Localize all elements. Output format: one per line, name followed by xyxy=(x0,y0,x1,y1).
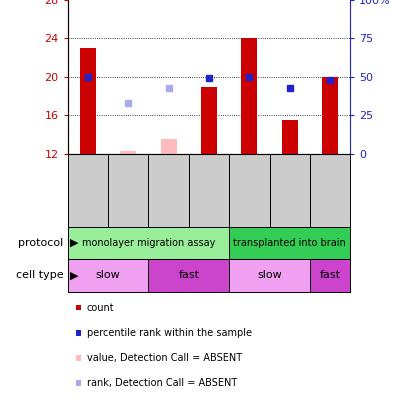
Bar xyxy=(241,38,258,154)
Bar xyxy=(322,77,338,154)
Bar xyxy=(68,259,148,292)
Bar xyxy=(160,139,177,154)
Bar xyxy=(68,227,229,259)
Text: percentile rank within the sample: percentile rank within the sample xyxy=(87,328,252,338)
Text: monolayer migration assay: monolayer migration assay xyxy=(82,238,215,248)
Text: slow: slow xyxy=(257,271,282,280)
Text: ▶: ▶ xyxy=(70,238,78,248)
Text: cell type: cell type xyxy=(16,271,64,280)
Text: count: count xyxy=(87,303,114,313)
Text: slow: slow xyxy=(96,271,121,280)
Bar xyxy=(120,151,136,154)
Text: rank, Detection Call = ABSENT: rank, Detection Call = ABSENT xyxy=(87,378,237,388)
Bar xyxy=(201,87,217,154)
Text: value, Detection Call = ABSENT: value, Detection Call = ABSENT xyxy=(87,353,242,363)
Bar xyxy=(80,48,96,154)
Text: protocol: protocol xyxy=(18,238,64,248)
Bar xyxy=(310,259,350,292)
Text: transplanted into brain: transplanted into brain xyxy=(233,238,346,248)
Text: ▶: ▶ xyxy=(70,271,78,280)
Text: fast: fast xyxy=(320,271,341,280)
Bar xyxy=(229,259,310,292)
Bar xyxy=(282,120,298,154)
Bar xyxy=(229,227,350,259)
Bar xyxy=(148,259,229,292)
Text: fast: fast xyxy=(178,271,199,280)
